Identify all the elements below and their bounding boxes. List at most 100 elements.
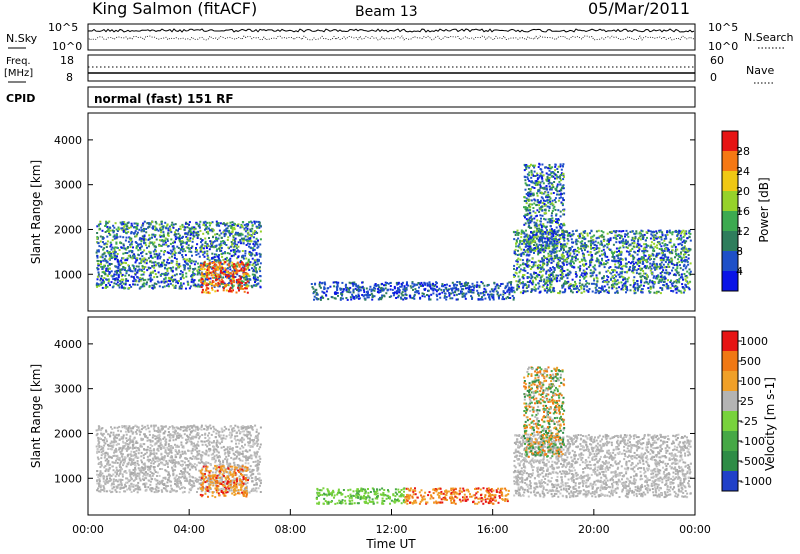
power-echo-cell <box>555 276 557 279</box>
power-echo-cell <box>468 285 471 287</box>
power-echo-cell <box>660 274 663 277</box>
power-echo-cell <box>96 268 99 271</box>
power-echo-cell <box>118 228 121 231</box>
power-echo-cell <box>313 295 316 298</box>
power-echo-cell <box>546 284 549 286</box>
power-echo-cell <box>313 298 315 301</box>
power-echo-cell <box>245 257 248 260</box>
power-echo-cell <box>631 230 634 233</box>
power-echo-cell <box>195 231 198 234</box>
power-echo-cell <box>195 248 197 251</box>
power-echo-cell <box>402 298 405 301</box>
power-echo-cell <box>538 291 541 294</box>
power-echo-cell <box>250 251 253 254</box>
power-echo-cell <box>106 243 109 246</box>
power-echo-cell <box>445 296 448 298</box>
power-echo-cell <box>400 285 403 288</box>
power-echo-cell <box>218 275 221 278</box>
power-echo-cell <box>116 266 119 269</box>
power-echo-cell <box>100 283 103 286</box>
power-echo-cell <box>115 241 118 244</box>
power-echo-cell <box>684 278 687 281</box>
power-echo-cell <box>628 252 631 255</box>
power-echo-cell <box>472 291 475 294</box>
power-echo-cell <box>662 276 665 279</box>
power-echo-cell <box>501 282 504 285</box>
power-echo-cell <box>405 286 408 289</box>
power-echo-cell <box>379 289 382 292</box>
power-echo-cell <box>133 257 136 259</box>
power-echo-cell <box>606 283 609 286</box>
power-echo-cell <box>615 283 618 286</box>
power-echo-cell <box>209 245 212 248</box>
power-echo-cell <box>337 294 339 297</box>
power-echo-cell <box>147 278 150 281</box>
power-echo-cell <box>537 166 540 168</box>
power-echo-cell <box>128 237 131 240</box>
power-echo-cell <box>549 283 552 286</box>
power-echo-cell <box>644 259 647 262</box>
power-echo-cell <box>125 278 128 281</box>
power-echo-cell <box>667 256 670 259</box>
power-echo-cell <box>577 290 580 293</box>
power-echo-cell <box>140 226 143 229</box>
power-echo-cell <box>537 229 539 232</box>
power-echo-cell <box>502 290 505 293</box>
power-echo-cell <box>570 262 572 265</box>
power-echo-cell <box>531 239 534 242</box>
power-echo-cell <box>209 277 212 280</box>
power-echo-cell <box>217 277 220 280</box>
power-echo-cell <box>562 285 565 288</box>
power-echo-cell <box>647 267 650 270</box>
power-echo-cell <box>121 227 124 230</box>
power-echo-cell <box>242 239 245 242</box>
power-echo-cell <box>585 280 588 283</box>
power-echo-cell <box>532 249 535 252</box>
power-echo-cell <box>516 286 519 289</box>
power-echo-cell <box>239 259 242 262</box>
power-echo-cell <box>174 231 176 234</box>
power-echo-cell <box>134 273 137 276</box>
power-echo-cell <box>543 217 545 220</box>
power-echo-cell <box>549 167 552 170</box>
power-echo-cell <box>622 288 625 291</box>
power-echo-cell <box>471 285 474 288</box>
power-echo-cell <box>122 243 125 246</box>
power-echo-cell <box>526 281 529 283</box>
power-echo-cell <box>436 285 438 288</box>
power-echo-cell <box>346 298 349 301</box>
power-echo-cell <box>125 272 128 275</box>
power-echo-cell <box>533 244 535 246</box>
power-echo-cell <box>440 288 443 291</box>
power-echo-cell <box>636 286 639 289</box>
power-echo-cell <box>133 222 136 225</box>
power-echo-cell <box>122 257 125 260</box>
power-echo-cell <box>175 260 178 263</box>
power-echo-cell <box>624 240 627 243</box>
power-echo-cell <box>527 178 530 181</box>
power-echo-cell <box>682 235 685 238</box>
power-echo-cell <box>676 264 679 267</box>
power-echo-cell <box>580 285 582 288</box>
power-echo-cell <box>671 284 674 287</box>
power-echo-cell <box>598 265 601 268</box>
power-echo-cell <box>399 296 402 299</box>
power-echo-cell <box>581 237 584 240</box>
power-echo-cell <box>113 282 116 285</box>
power-echo-cell <box>122 222 124 225</box>
power-echo-cell <box>558 190 561 193</box>
power-echo-cell <box>225 275 227 278</box>
power-echo-cell <box>550 272 553 275</box>
power-echo-cell <box>159 257 162 260</box>
power-echo-cell <box>548 199 551 202</box>
power-echo-cell <box>544 240 546 243</box>
power-echo-cell <box>551 286 554 289</box>
power-echo-cell <box>400 292 403 295</box>
power-echo-cell <box>451 281 454 284</box>
power-echo-cell <box>139 246 141 249</box>
power-echo-cell <box>126 252 129 254</box>
power-echo-cell <box>101 282 104 285</box>
power-echo-cell <box>539 208 542 211</box>
power-echo-cell <box>108 273 111 276</box>
power-echo-cell <box>140 237 143 240</box>
